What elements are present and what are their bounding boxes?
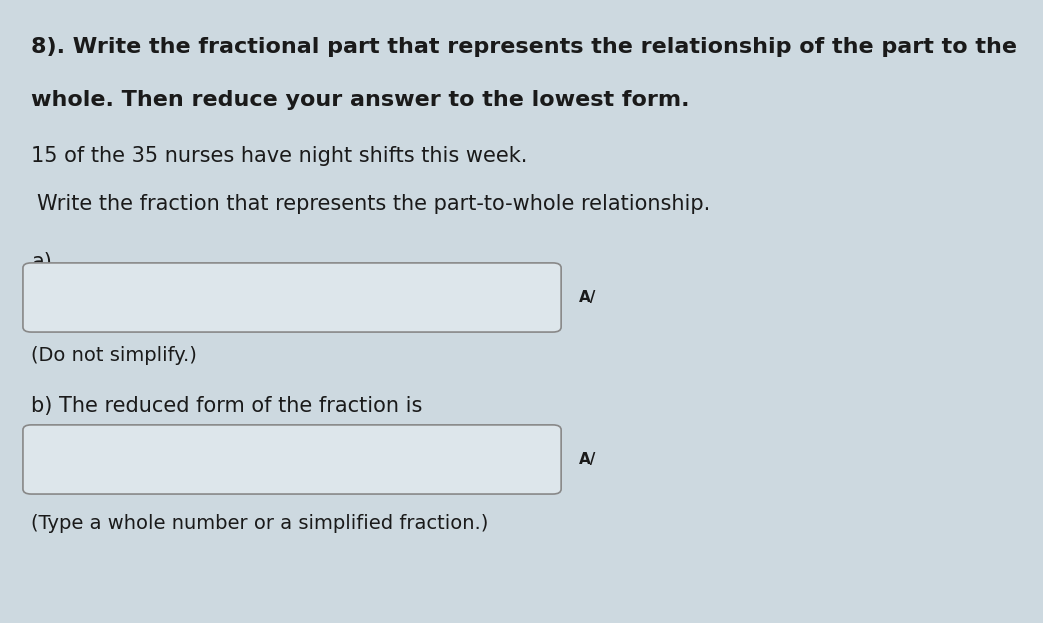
Text: (Do not simplify.): (Do not simplify.): [31, 346, 197, 364]
Text: whole. Then reduce your answer to the lowest form.: whole. Then reduce your answer to the lo…: [31, 90, 689, 110]
FancyBboxPatch shape: [23, 263, 561, 332]
Text: b) The reduced form of the fraction is: b) The reduced form of the fraction is: [31, 396, 422, 416]
Text: a): a): [31, 252, 52, 272]
Text: 8). Write the fractional part that represents the relationship of the part to th: 8). Write the fractional part that repre…: [31, 37, 1017, 57]
Text: 15 of the 35 nurses have night shifts this week.: 15 of the 35 nurses have night shifts th…: [31, 146, 528, 166]
Text: A/: A/: [579, 290, 597, 305]
FancyBboxPatch shape: [23, 425, 561, 494]
Text: A/: A/: [579, 452, 597, 467]
Text: (Type a whole number or a simplified fraction.): (Type a whole number or a simplified fra…: [31, 514, 489, 533]
Text: Write the fraction that represents the part-to-whole relationship.: Write the fraction that represents the p…: [37, 194, 709, 214]
